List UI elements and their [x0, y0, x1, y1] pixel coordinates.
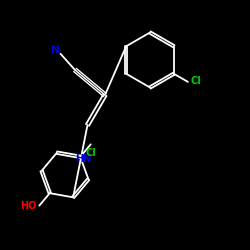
Text: N: N: [50, 45, 59, 55]
Text: HN: HN: [75, 154, 91, 164]
Text: Cl: Cl: [85, 148, 96, 158]
Text: Cl: Cl: [190, 76, 201, 86]
Text: HO: HO: [20, 201, 37, 211]
